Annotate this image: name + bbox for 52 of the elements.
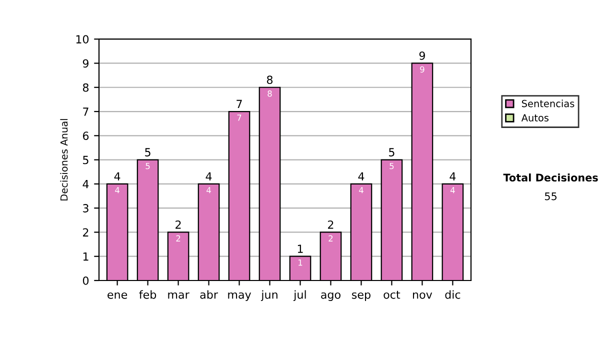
x-tick-label: feb (139, 290, 156, 299)
text: 55 (544, 192, 557, 200)
y-tick-label: 5 (83, 156, 88, 164)
y-axis-title: Decisiones Anual (60, 119, 68, 200)
data-label: 4 (358, 187, 364, 194)
total-label: 2 (328, 220, 334, 229)
x-tick-label: ene (108, 292, 128, 299)
x-tick-label: dic (445, 290, 460, 299)
x-tick-label: sep (352, 292, 370, 301)
total-label: 5 (145, 148, 150, 156)
legend-label: Sentencias (522, 100, 574, 108)
x-tick-label: abr (200, 290, 218, 299)
y-tick-label: 10 (76, 35, 89, 44)
total-label: 9 (419, 51, 425, 60)
x-tick-label: mar (168, 292, 190, 299)
y-tick-label: 8 (82, 83, 89, 92)
total-label: 4 (358, 172, 364, 180)
data-label: 1 (298, 260, 302, 266)
total-label: 4 (114, 172, 120, 180)
data-label: 5 (146, 162, 150, 170)
y-tick-label: 3 (83, 204, 88, 212)
legend-label: Autos (521, 114, 549, 122)
y-tick-label: 6 (82, 132, 89, 140)
data-label: 2 (328, 235, 333, 242)
x-tick-label: nov (413, 292, 432, 299)
y-tick-label: 7 (83, 108, 88, 116)
y-tick-label: 1 (83, 252, 88, 261)
total-label: 2 (176, 220, 181, 229)
data-label: 8 (268, 90, 272, 97)
x-tick-label: may (228, 292, 252, 301)
x-tick-label: jun (260, 290, 278, 301)
x-tick-label: jul (293, 290, 306, 301)
x-tick-label: ago (321, 292, 340, 301)
data-label: 4 (206, 187, 211, 194)
total-label: 1 (298, 244, 303, 253)
data-label: 9 (420, 66, 424, 73)
data-label: 4 (115, 187, 120, 194)
data-label: 4 (450, 187, 455, 194)
x-tick-label: oct (384, 290, 400, 299)
data-label: 7 (237, 114, 242, 121)
total-label: 4 (206, 172, 212, 180)
data-label: 2 (176, 235, 180, 242)
y-tick-label: 2 (83, 228, 88, 236)
total-label: 5 (389, 148, 394, 156)
y-tick-label: 0 (82, 276, 89, 285)
y-tick-label: 4 (82, 180, 89, 188)
text: Total Decisiones (503, 173, 598, 182)
data-label: 5 (390, 162, 394, 170)
total-label: 7 (236, 100, 242, 108)
total-label: 8 (266, 76, 273, 84)
y-tick-label: 9 (82, 59, 88, 68)
total-label: 4 (450, 172, 456, 180)
